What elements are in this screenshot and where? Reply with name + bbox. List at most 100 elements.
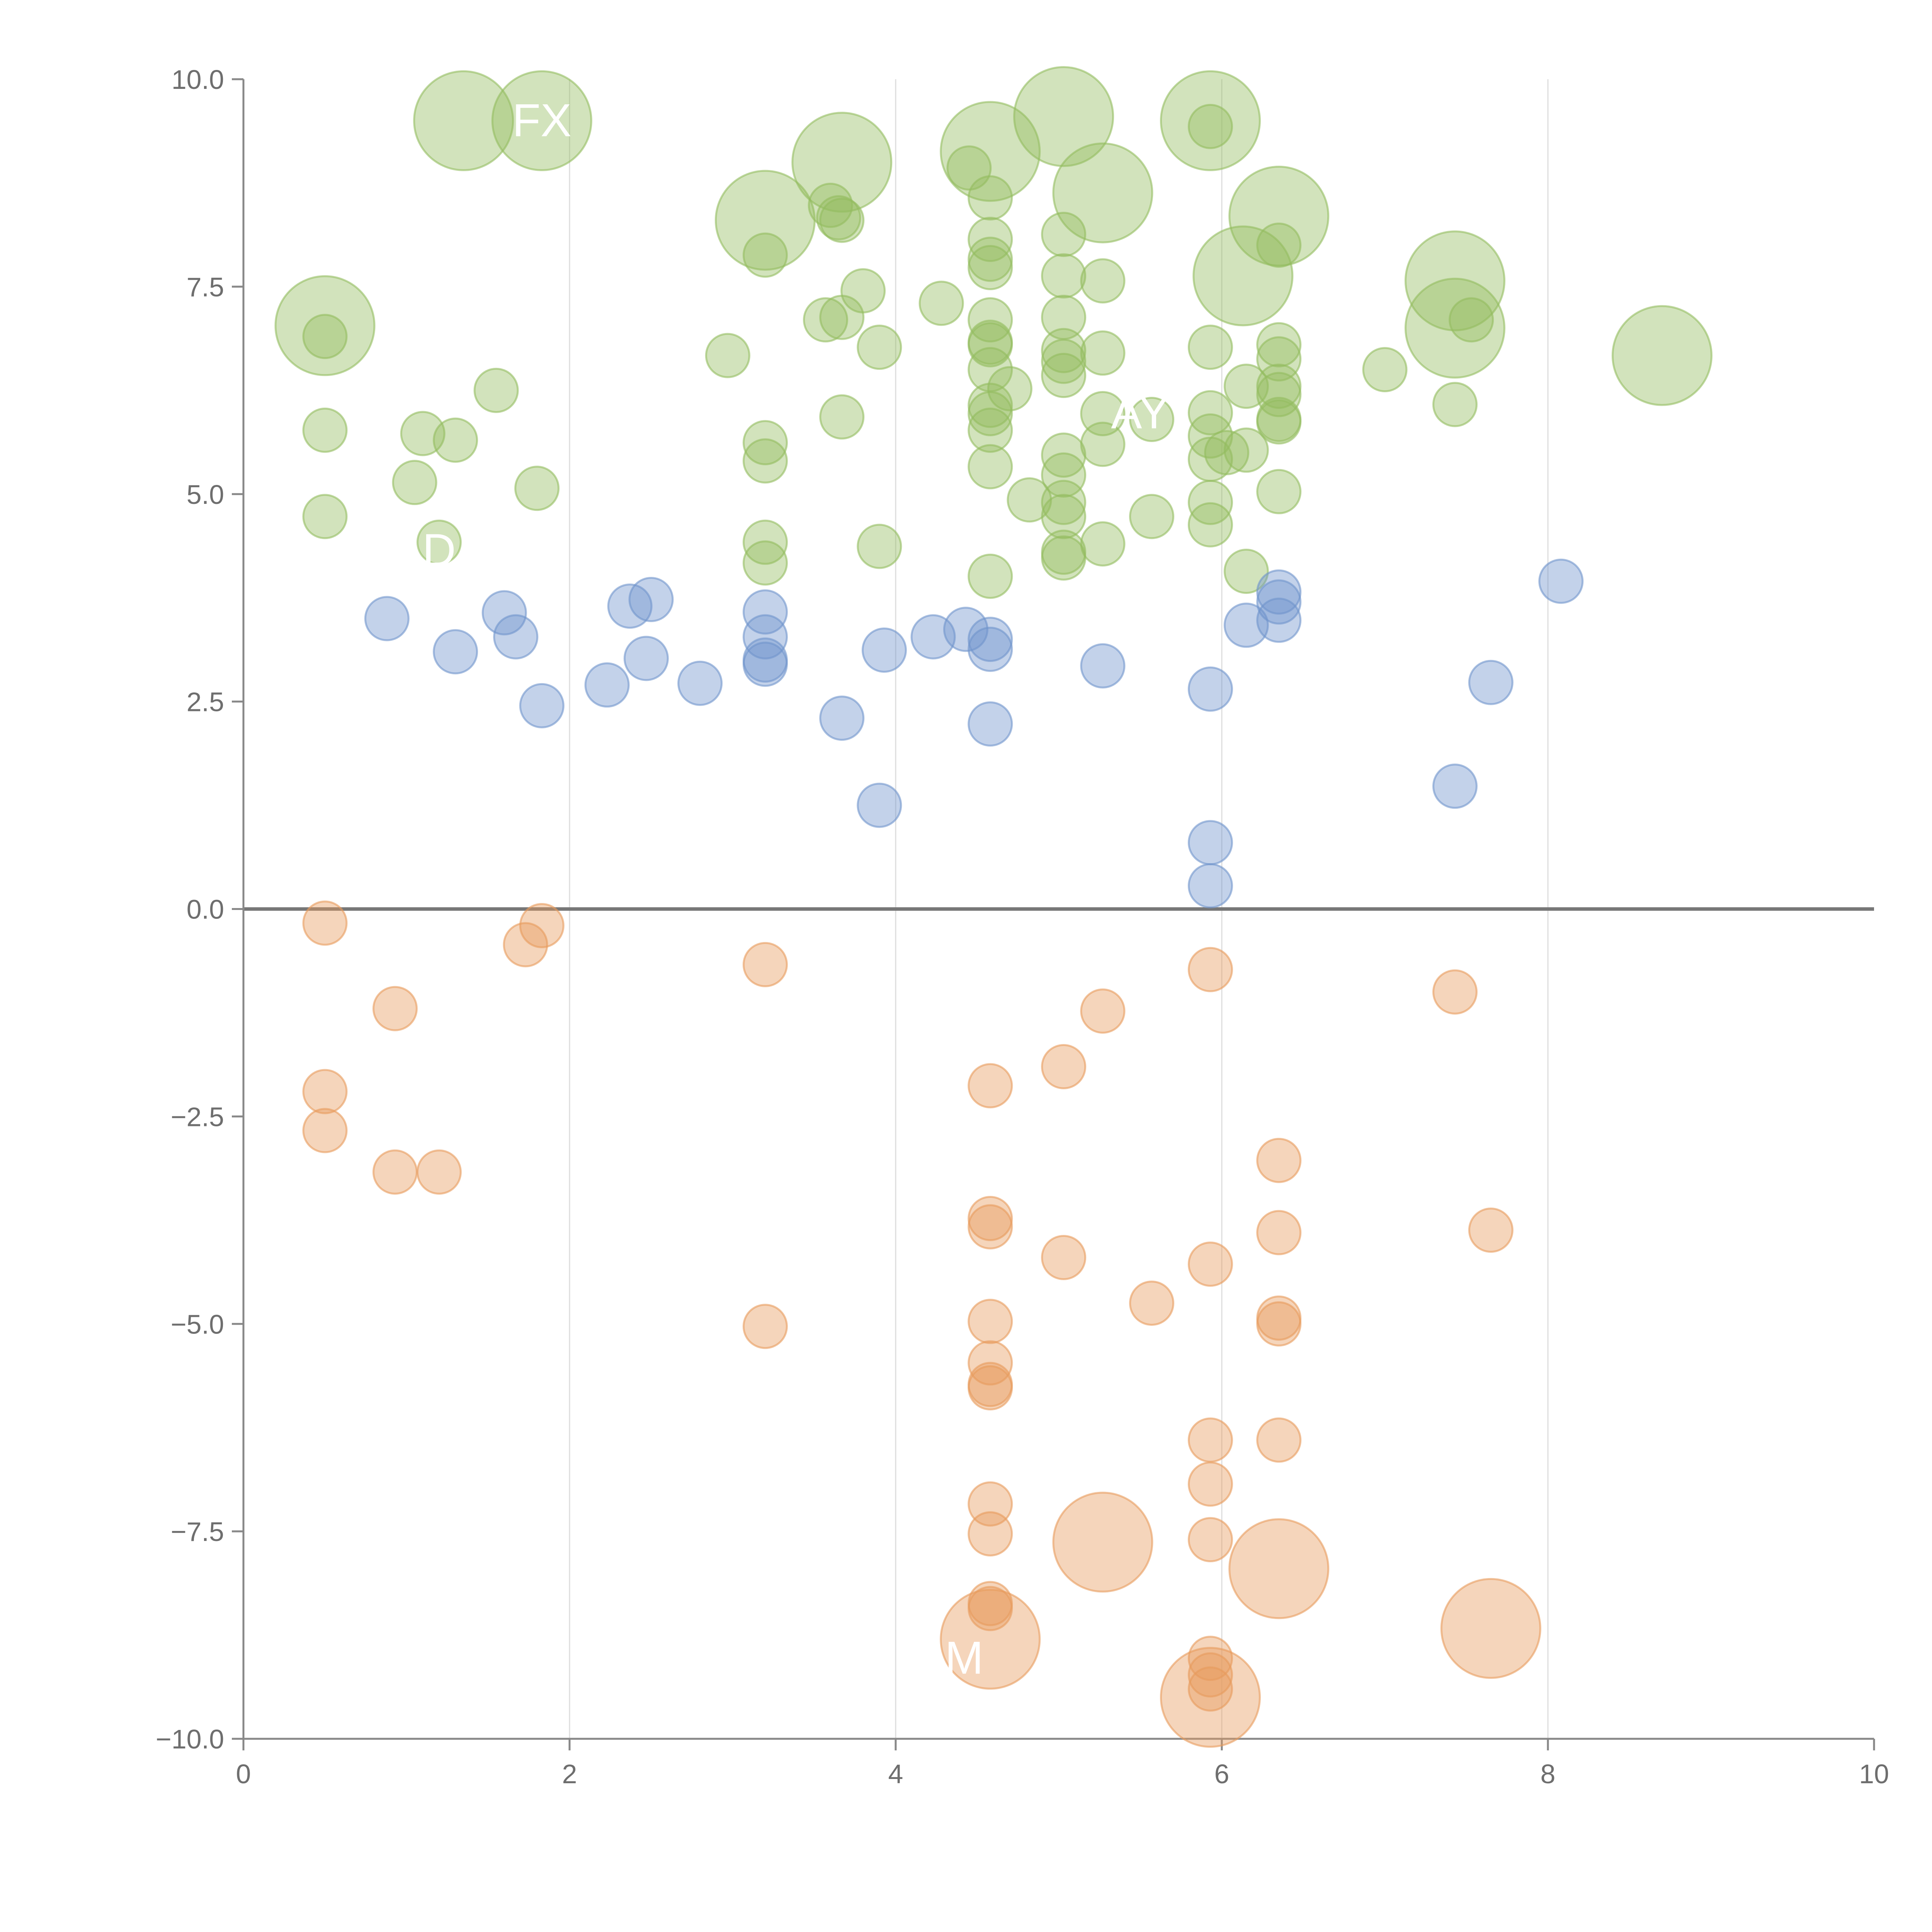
data-point [968, 1063, 1013, 1109]
data-point [1256, 1301, 1302, 1347]
large-data-point [940, 1588, 1041, 1690]
data-point [968, 701, 1013, 747]
large-data-point [1013, 66, 1114, 167]
data-point [392, 460, 437, 505]
data-point [808, 182, 853, 228]
data-point [742, 641, 788, 687]
data-point [519, 683, 565, 728]
data-point [302, 1108, 348, 1153]
data-point [1256, 1210, 1302, 1255]
data-point [1041, 328, 1087, 373]
data-point [364, 596, 410, 641]
data-point [742, 589, 788, 635]
data-point [968, 553, 1013, 599]
large-data-point [791, 112, 893, 213]
data-point [803, 297, 849, 343]
data-point [584, 662, 630, 708]
large-data-point [1611, 305, 1713, 406]
data-point [968, 1299, 1013, 1344]
data-point [968, 617, 1013, 662]
data-point [968, 216, 1013, 262]
data-point [1256, 336, 1302, 382]
data-point [372, 986, 418, 1031]
data-point [1187, 390, 1233, 435]
data-point [819, 197, 865, 243]
point-label: AY [1111, 386, 1169, 438]
data-point [1187, 863, 1233, 908]
data-point [968, 1586, 1013, 1631]
large-data-point [413, 70, 514, 171]
data-point [742, 540, 788, 586]
data-point [987, 366, 1032, 412]
y-tick-label: −10.0 [156, 1724, 224, 1754]
data-point [1256, 597, 1302, 643]
data-point [433, 417, 478, 463]
y-tick-label: −5.0 [171, 1309, 224, 1339]
data-point [742, 614, 788, 660]
data-point [1256, 569, 1302, 615]
data-point [1080, 391, 1126, 436]
data-point [1468, 1208, 1514, 1253]
data-point [742, 232, 788, 278]
data-point [1223, 427, 1269, 473]
data-point [1041, 480, 1087, 525]
x-tick-label: 4 [888, 1759, 903, 1789]
point-label: M [945, 1632, 983, 1684]
data-point [1041, 494, 1087, 539]
data-point [1080, 643, 1126, 689]
large-data-point [1404, 230, 1505, 332]
data-point [473, 367, 519, 413]
y-tick-label: 10.0 [172, 65, 224, 95]
data-point [968, 391, 1013, 436]
data-point [1041, 452, 1087, 498]
large-data-point [1228, 1518, 1330, 1619]
data-point [819, 696, 865, 741]
data-point [968, 1204, 1013, 1250]
data-point [1256, 579, 1302, 625]
data-point [1129, 494, 1175, 539]
x-tick-label: 10 [1859, 1759, 1889, 1789]
data-point [1041, 253, 1087, 299]
data-point [816, 195, 861, 241]
x-tick-label: 2 [562, 1759, 577, 1789]
axes: 0 2 4 6 8 10 10.0 7.5 5.0 2.5 0.0 −2.5 −5.0 −7.5 −10.0 [156, 65, 1889, 1789]
data-point [1187, 502, 1233, 548]
data-point [861, 627, 907, 673]
data-point [1223, 548, 1269, 594]
data-point [1129, 396, 1175, 442]
data-point [503, 922, 548, 968]
y-tick-label: −2.5 [171, 1102, 224, 1132]
data-point [1080, 330, 1126, 376]
data-point [1187, 1461, 1233, 1507]
data-point [416, 1149, 462, 1195]
data-point [302, 1069, 348, 1114]
y-tick-label: −7.5 [171, 1517, 224, 1547]
large-data-point [1440, 1578, 1541, 1679]
large-data-point [1052, 142, 1153, 243]
data-point [968, 444, 1013, 490]
data-point [968, 1365, 1013, 1411]
data-point [1041, 338, 1087, 384]
data-point [302, 407, 348, 453]
data-point [1187, 1517, 1233, 1563]
data-point [742, 438, 788, 484]
data-point [302, 314, 348, 359]
large-data-point [1228, 165, 1330, 267]
data-point [1256, 1138, 1302, 1183]
large-data-point [1404, 277, 1505, 379]
data-point [968, 1511, 1013, 1557]
large-data-point [1160, 1647, 1261, 1748]
large-data-point [1160, 70, 1261, 171]
data-point [819, 394, 865, 440]
data-point [372, 1149, 418, 1195]
data-point [1041, 432, 1087, 478]
data-point [1080, 988, 1126, 1034]
data-point [968, 322, 1013, 367]
data-point [1041, 353, 1087, 398]
data-point [1432, 382, 1478, 427]
data-point [519, 903, 565, 948]
data-point [416, 519, 462, 565]
large-data-point [274, 275, 376, 376]
data-point [1538, 558, 1584, 604]
large-data-point [1192, 225, 1294, 327]
